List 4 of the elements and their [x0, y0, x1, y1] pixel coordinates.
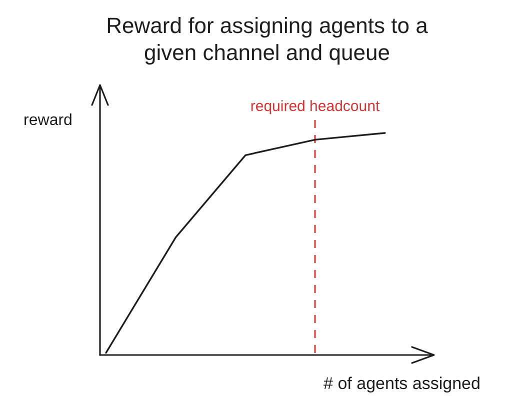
y-axis-title: reward	[24, 112, 72, 129]
chart-title: Reward for assigning agents to a given channel and queue	[106, 13, 429, 65]
x-axis-title: # of agents assigned	[324, 374, 480, 393]
text: required headcount	[250, 98, 380, 115]
